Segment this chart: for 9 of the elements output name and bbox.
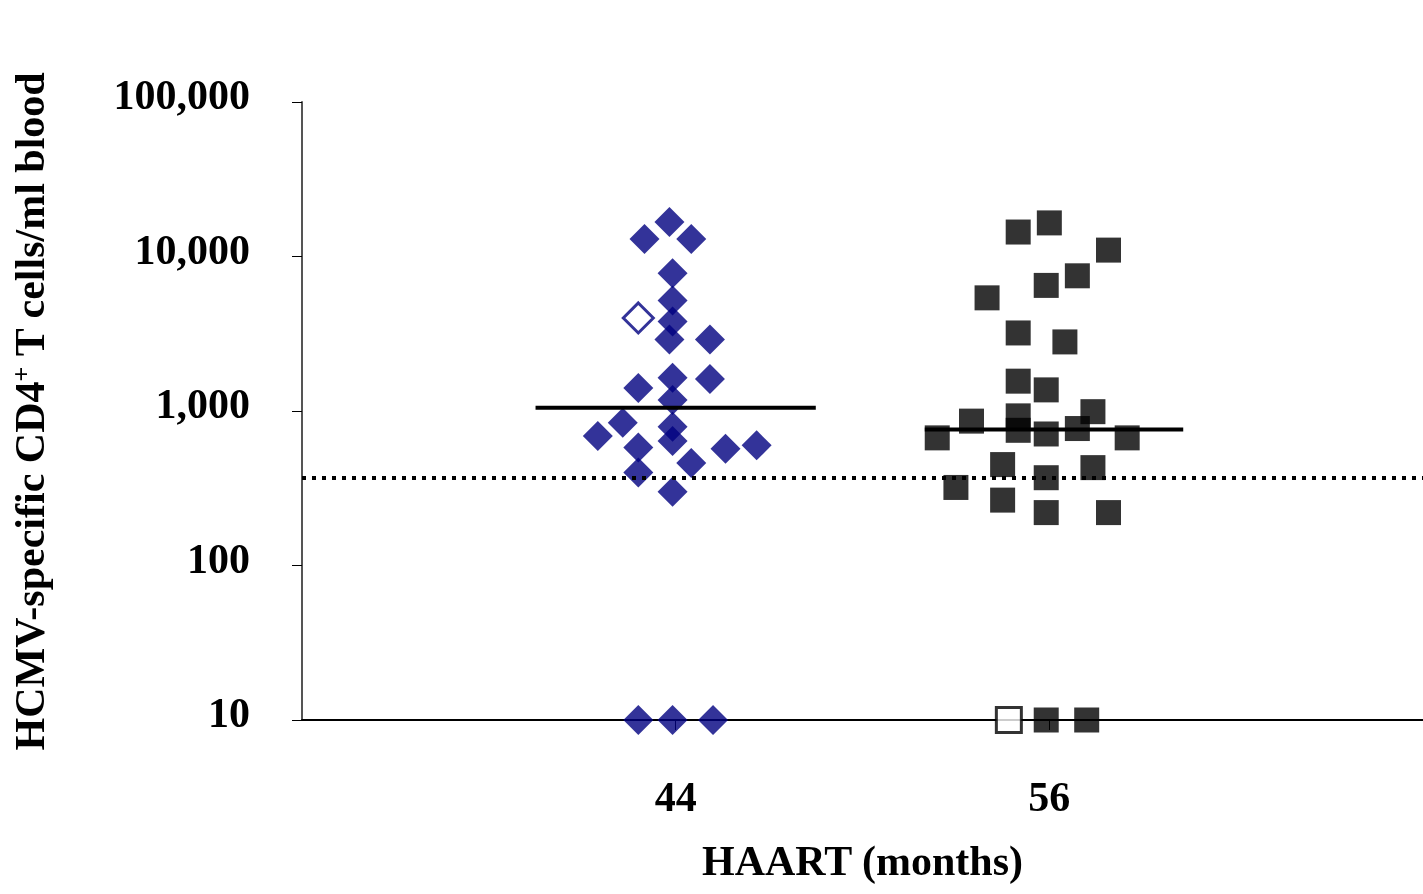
x-tick-label: 56 bbox=[1028, 774, 1071, 820]
y-axis-title: HCMV-specific CD4+ T cells/ml blood bbox=[6, 72, 53, 751]
y-tick-label: 100,000 bbox=[113, 72, 250, 118]
y-tick-label: 1,000 bbox=[155, 381, 250, 427]
x-tick-label: 44 bbox=[654, 774, 697, 820]
y-tick-label: 10,000 bbox=[134, 226, 250, 273]
x-axis-title: HAART (months) bbox=[702, 838, 1023, 885]
y-tick-label: 100 bbox=[187, 535, 250, 582]
y-tick-label: 10 bbox=[208, 690, 250, 736]
